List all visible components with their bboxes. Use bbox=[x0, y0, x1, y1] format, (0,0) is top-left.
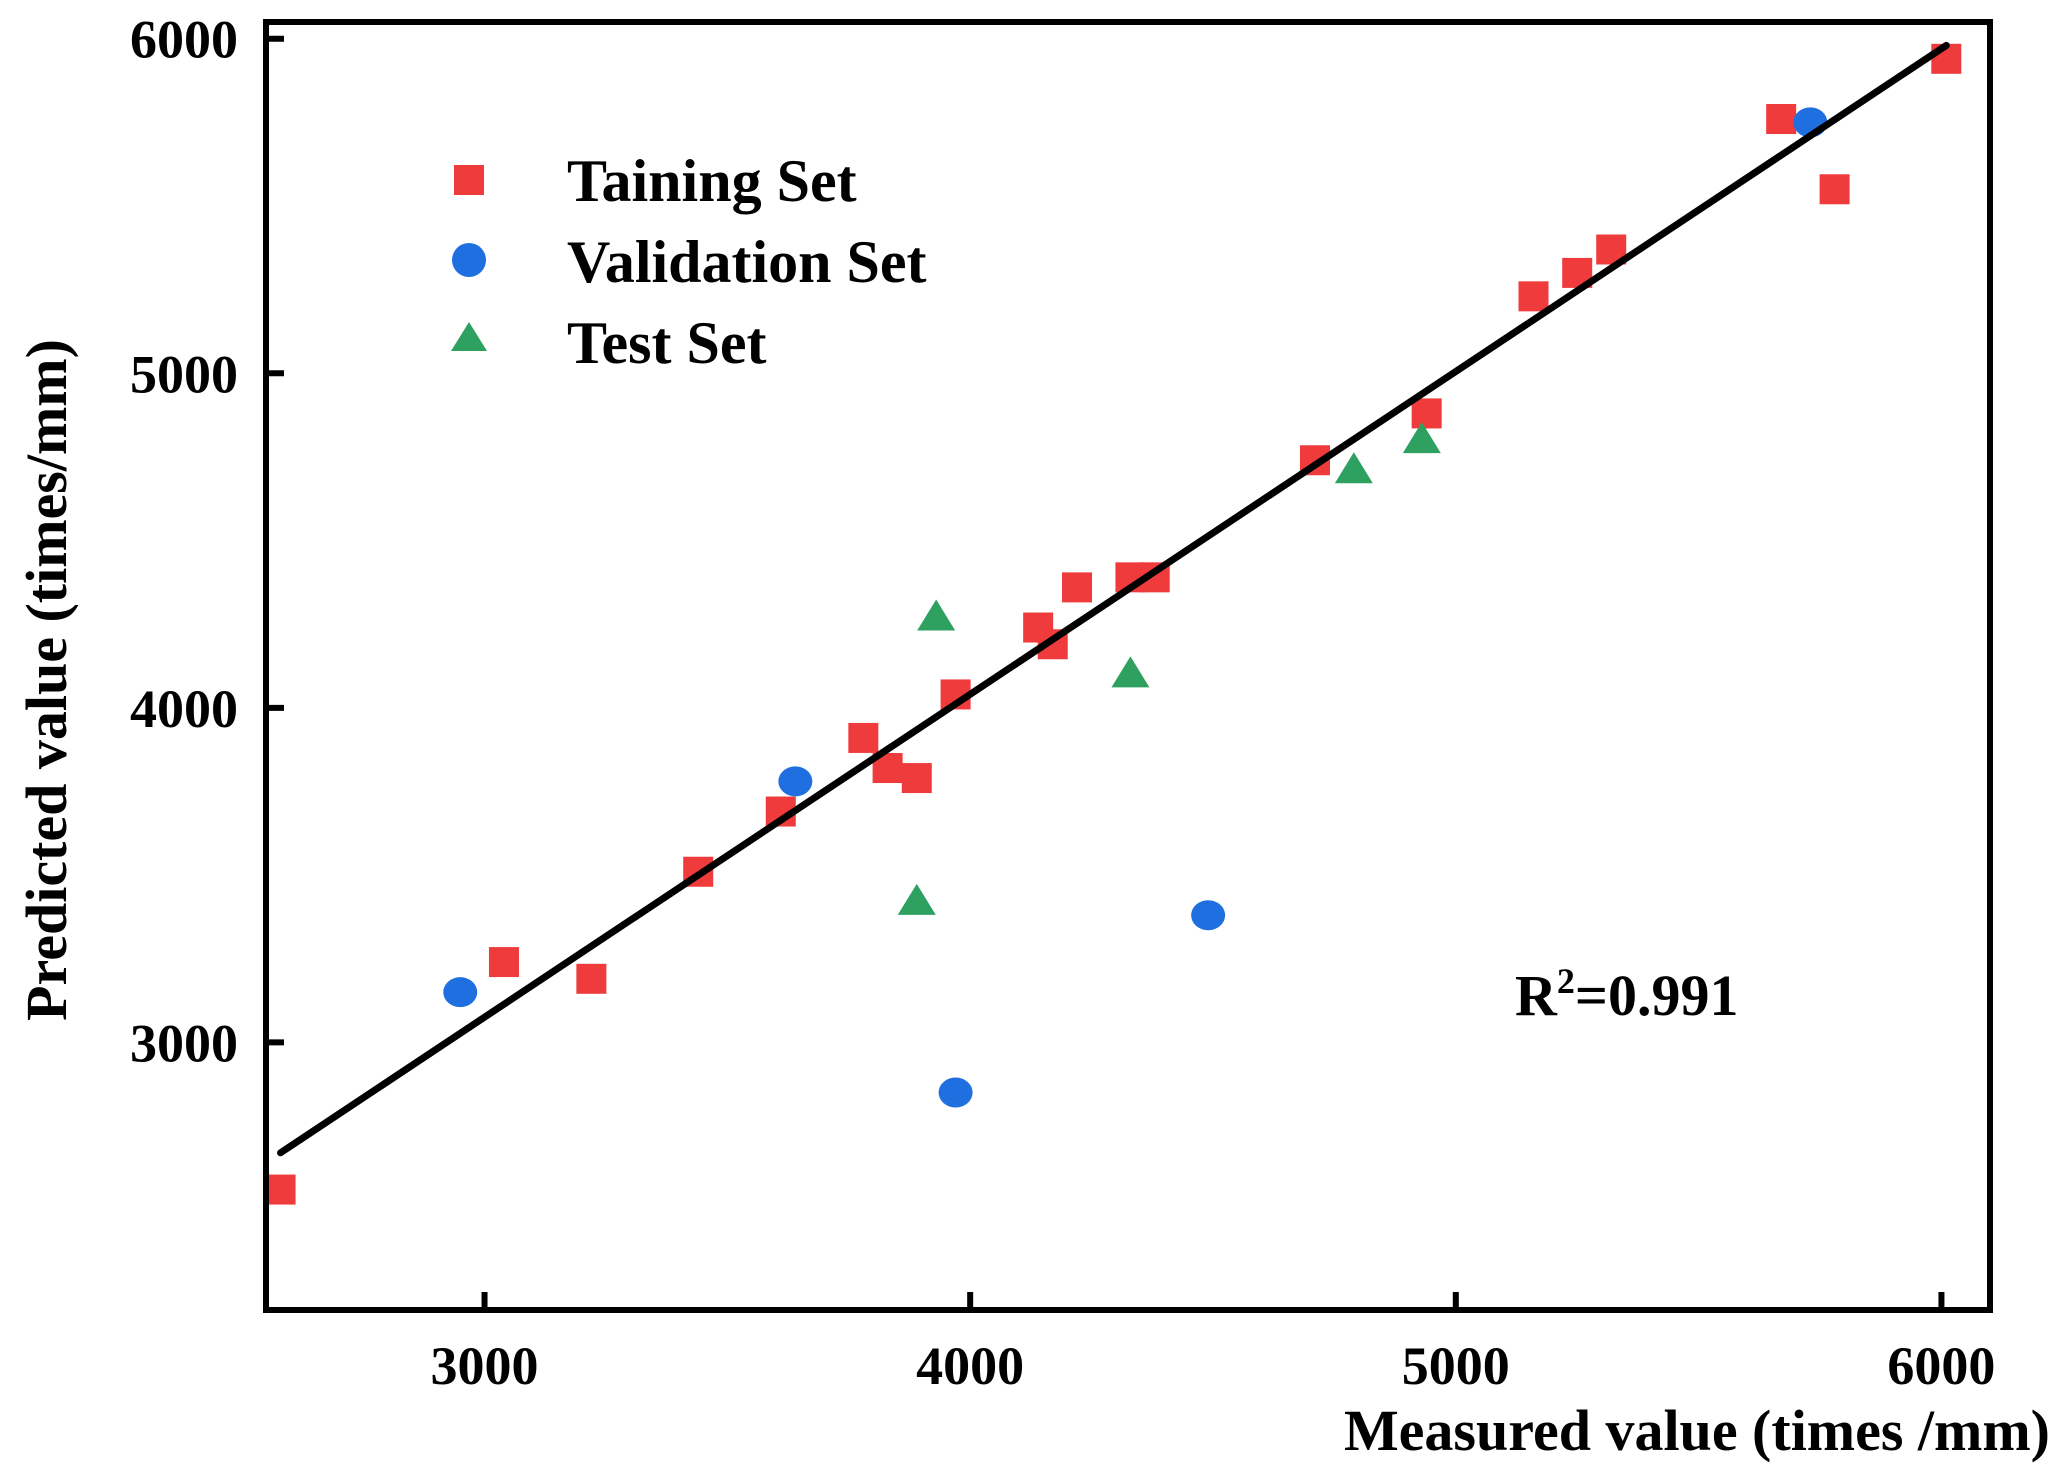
x-tick-label-5000: 5000 bbox=[1402, 1336, 1510, 1396]
r-squared-superscript: 2 bbox=[1557, 961, 1575, 1001]
legend-marker-test-set bbox=[451, 322, 487, 351]
legend: Taining Set Validation Set Test Set bbox=[451, 148, 927, 376]
test-set-point-4 bbox=[1402, 422, 1441, 454]
x-tick-label-4000: 4000 bbox=[916, 1336, 1024, 1396]
legend-label-training-set: Taining Set bbox=[567, 148, 857, 214]
taining-set-point-2 bbox=[576, 963, 607, 994]
taining-set-point-5 bbox=[848, 722, 879, 753]
taining-set-point-0 bbox=[265, 1174, 296, 1205]
validation-set-point-2 bbox=[938, 1077, 973, 1108]
y-axis-title: Predicted value (times/mm) bbox=[14, 339, 79, 1021]
x-tick-label-6000: 6000 bbox=[1887, 1336, 1995, 1396]
taining-set-point-11 bbox=[1062, 572, 1093, 603]
legend-marker-training-set bbox=[454, 165, 484, 195]
test-set-point-1 bbox=[917, 599, 956, 631]
legend-label-validation-set: Validation Set bbox=[567, 229, 927, 295]
validation-set-point-0 bbox=[443, 977, 478, 1008]
taining-set-point-1 bbox=[488, 947, 519, 978]
test-set-point-2 bbox=[1111, 656, 1150, 688]
legend-label-test-set: Test Set bbox=[567, 310, 766, 376]
r-squared-value: =0.991 bbox=[1575, 963, 1739, 1028]
taining-set-point-7 bbox=[901, 763, 932, 794]
validation-set-point-3 bbox=[1191, 900, 1226, 931]
test-set-point-3 bbox=[1334, 452, 1373, 484]
r-squared-base: R bbox=[1515, 963, 1558, 1028]
x-axis-title: Measured value (times /mm) bbox=[1344, 1398, 2050, 1463]
taining-set-point-15 bbox=[1411, 398, 1442, 429]
taining-set-point-19 bbox=[1766, 104, 1797, 135]
plot-area-frame bbox=[263, 19, 1993, 1313]
y-tick-label-3000: 3000 bbox=[130, 1013, 238, 1073]
x-tick-label-3000: 3000 bbox=[431, 1336, 539, 1396]
validation-set-point-1 bbox=[778, 766, 813, 797]
r-squared-annotation: R2=0.991 bbox=[1515, 961, 1738, 1028]
taining-set-point-16 bbox=[1518, 281, 1549, 312]
regression-fit-line bbox=[277, 41, 1950, 1157]
taining-set-point-20 bbox=[1819, 174, 1850, 205]
test-set-point-0 bbox=[897, 883, 936, 915]
fit-line-layer bbox=[277, 41, 1950, 1157]
y-tick-label-6000: 6000 bbox=[130, 10, 238, 70]
y-tick-label-4000: 4000 bbox=[130, 679, 238, 739]
axis-ticks: 3000 4000 5000 6000 3000 4000 5000 6000 bbox=[130, 10, 1995, 1396]
y-tick-label-5000: 5000 bbox=[130, 344, 238, 404]
legend-marker-validation-set bbox=[452, 243, 486, 277]
